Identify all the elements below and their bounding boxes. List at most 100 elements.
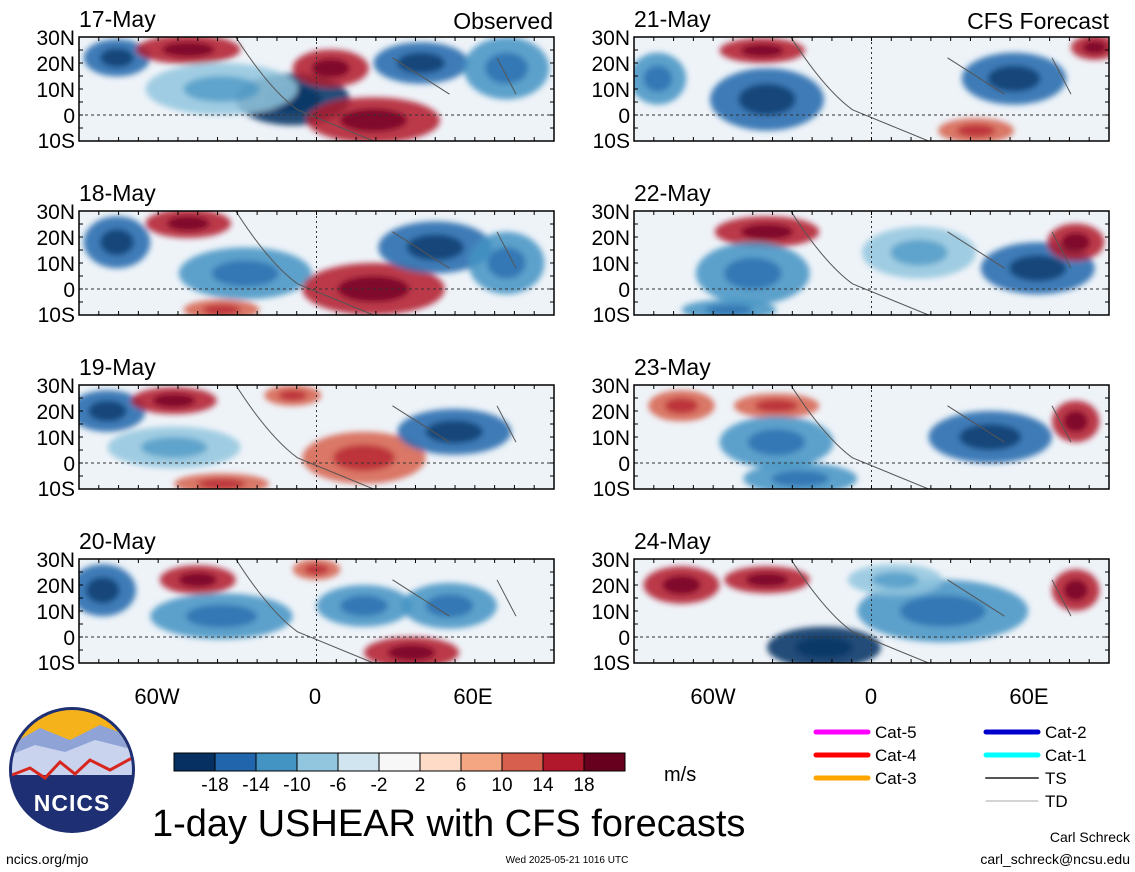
lat-label: 20N — [36, 401, 75, 424]
lat-label: 10S — [593, 130, 630, 153]
lat-label: 20N — [591, 401, 630, 424]
lon-label: 0 — [865, 684, 877, 709]
lat-label: 30N — [36, 375, 75, 398]
legend-item-ts: TS — [985, 769, 1067, 788]
shear-field — [634, 385, 1109, 489]
lat-label: 20N — [36, 227, 75, 250]
panel-date: 20-May — [79, 528, 156, 554]
logo-text: NCICS — [34, 790, 111, 816]
legend-item-cat-2: Cat-2 — [983, 723, 1087, 742]
legend-label: Cat-3 — [875, 769, 917, 788]
shear-field — [79, 37, 554, 141]
colorbar-swatch — [419, 752, 462, 772]
colorbar-units: m/s — [664, 764, 696, 786]
lat-label: 20N — [36, 575, 75, 598]
coastline — [790, 211, 1072, 315]
legend-item-td: TD — [985, 792, 1068, 811]
map-panels: 17-May30N20N10N010S18-May30N20N10N010S19… — [36, 6, 1110, 675]
lat-label: 0 — [618, 453, 630, 476]
lat-label: 0 — [63, 105, 75, 128]
lat-label: 0 — [63, 627, 75, 650]
lat-label: 30N — [591, 375, 630, 398]
coastline — [235, 37, 517, 141]
colorbar-tick: 18 — [573, 775, 594, 796]
colorbar-tick: -6 — [330, 775, 347, 796]
lon-label: 60E — [1009, 684, 1048, 709]
colorbar-swatch — [173, 752, 216, 772]
colorbar-tick: -14 — [242, 775, 270, 796]
lat-label: 20N — [36, 53, 75, 76]
colorbar-swatch — [296, 752, 339, 772]
shear-field — [79, 559, 554, 663]
lat-label: 0 — [618, 105, 630, 128]
coastline — [790, 37, 1072, 141]
lon-label: 60W — [690, 684, 735, 709]
lon-labels-right: 60W 0 60E — [690, 684, 1048, 709]
footer-url[interactable]: ncics.org/mjo — [6, 851, 89, 867]
footer-email: carl_schreck@ncsu.edu — [980, 851, 1130, 867]
legend-label: TD — [1045, 792, 1068, 811]
coastline — [235, 385, 517, 489]
coastline — [235, 211, 517, 315]
colorbar-swatch — [501, 752, 544, 772]
colorbar-tick: 10 — [491, 775, 512, 796]
lat-label: 10N — [591, 601, 630, 624]
lat-label: 0 — [618, 279, 630, 302]
lat-label: 10S — [38, 652, 75, 675]
panel-date: 18-May — [79, 180, 156, 206]
panel-date: 22-May — [634, 180, 711, 206]
shear-field — [634, 37, 1109, 141]
colorbar-swatch — [214, 752, 257, 772]
lat-label: 10S — [38, 304, 75, 327]
lat-label: 0 — [618, 627, 630, 650]
colorbar-swatch — [583, 752, 626, 772]
footer-timestamp: Wed 2025-05-21 1016 UTC — [506, 855, 629, 866]
lat-label: 10S — [38, 478, 75, 501]
lat-label: 0 — [63, 453, 75, 476]
lat-label: 10N — [36, 601, 75, 624]
lat-label: 30N — [591, 201, 630, 224]
colorbar-tick: -18 — [201, 775, 228, 796]
lon-label: 60W — [134, 684, 179, 709]
colorbar-tick: -2 — [371, 775, 388, 796]
legend-label: Cat-5 — [875, 723, 917, 742]
lat-label: 20N — [591, 227, 630, 250]
lat-label: 20N — [591, 53, 630, 76]
footer-author: Carl Schreck — [1050, 829, 1131, 845]
panel-date: 24-May — [634, 528, 711, 554]
colorbar-swatch — [337, 752, 380, 772]
colorbar-tick: 2 — [415, 775, 426, 796]
lat-label: 10S — [593, 478, 630, 501]
colorbar-swatch — [460, 752, 503, 772]
legend-label: Cat-4 — [875, 746, 917, 765]
panel-date: 23-May — [634, 354, 711, 380]
colorbar-tick: 6 — [456, 775, 467, 796]
observed-label: Observed — [453, 8, 553, 34]
lat-label: 10N — [591, 79, 630, 102]
legend-item-cat-1: Cat-1 — [983, 746, 1087, 765]
lat-label: 30N — [36, 549, 75, 572]
shear-field — [79, 385, 554, 489]
panel-date: 19-May — [79, 354, 156, 380]
ncics-logo: NCICS — [9, 707, 135, 833]
lat-label: 30N — [591, 549, 630, 572]
lat-label: 10S — [593, 652, 630, 675]
cfs-forecast-label: CFS Forecast — [967, 8, 1109, 34]
colorbar-tick: -10 — [283, 775, 310, 796]
lat-label: 10N — [36, 427, 75, 450]
coastline — [790, 385, 1072, 489]
lon-label: 0 — [309, 684, 321, 709]
shear-field — [79, 211, 554, 315]
shear-field — [634, 559, 1109, 663]
lat-label: 0 — [63, 279, 75, 302]
lat-label: 10S — [38, 130, 75, 153]
legend-item-cat-3: Cat-3 — [813, 769, 917, 788]
panel-date: 21-May — [634, 6, 711, 32]
